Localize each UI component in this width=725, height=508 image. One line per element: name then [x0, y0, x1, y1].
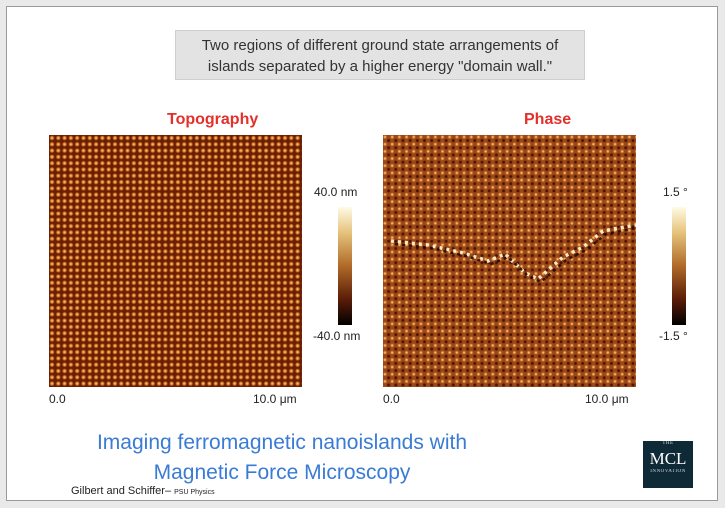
topography-scale-min: -40.0 nm	[313, 329, 361, 343]
domain-wall	[390, 223, 636, 284]
topography-colorbar	[338, 207, 352, 325]
topography-scale-max: 40.0 nm	[314, 185, 358, 199]
credit: Gilbert and Schiffer– PSU Physics	[71, 485, 215, 497]
main-title-line-2: Magnetic Force Microscopy	[153, 461, 411, 484]
credit-affiliation: PSU Physics	[174, 489, 215, 496]
topography-x-start: 0.0	[49, 392, 66, 406]
topography-x-end: 10.0 μm	[253, 392, 297, 406]
credit-authors: Gilbert and Schiffer–	[71, 485, 172, 497]
mcl-logo: THE MCL INNOVATION	[643, 441, 693, 488]
logo-top-text: THE	[662, 441, 674, 446]
main-title-line-1: Imaging ferromagnetic nanoislands with	[96, 431, 468, 454]
caption-line-1: Two regions of different ground state ar…	[201, 37, 559, 54]
phase-image	[383, 135, 636, 387]
caption-line-2: islands separated by a higher energy "do…	[207, 58, 553, 75]
main-title: Imaging ferromagnetic nanoislands with M…	[67, 428, 497, 488]
caption-box: Two regions of different ground state ar…	[175, 30, 585, 80]
phase-colorbar	[672, 207, 686, 325]
topography-title: Topography	[167, 111, 259, 128]
logo-main-text: MCL	[649, 449, 687, 468]
phase-title: Phase	[524, 111, 572, 128]
slide: Two regions of different ground state ar…	[6, 6, 718, 501]
logo-bottom-text: INNOVATION	[650, 469, 686, 474]
phase-scale-min: -1.5 °	[659, 329, 688, 343]
phase-scale-max: 1.5 °	[663, 185, 688, 199]
phase-x-start: 0.0	[383, 392, 400, 406]
topography-image	[49, 135, 302, 387]
phase-x-end: 10.0 μm	[585, 392, 629, 406]
